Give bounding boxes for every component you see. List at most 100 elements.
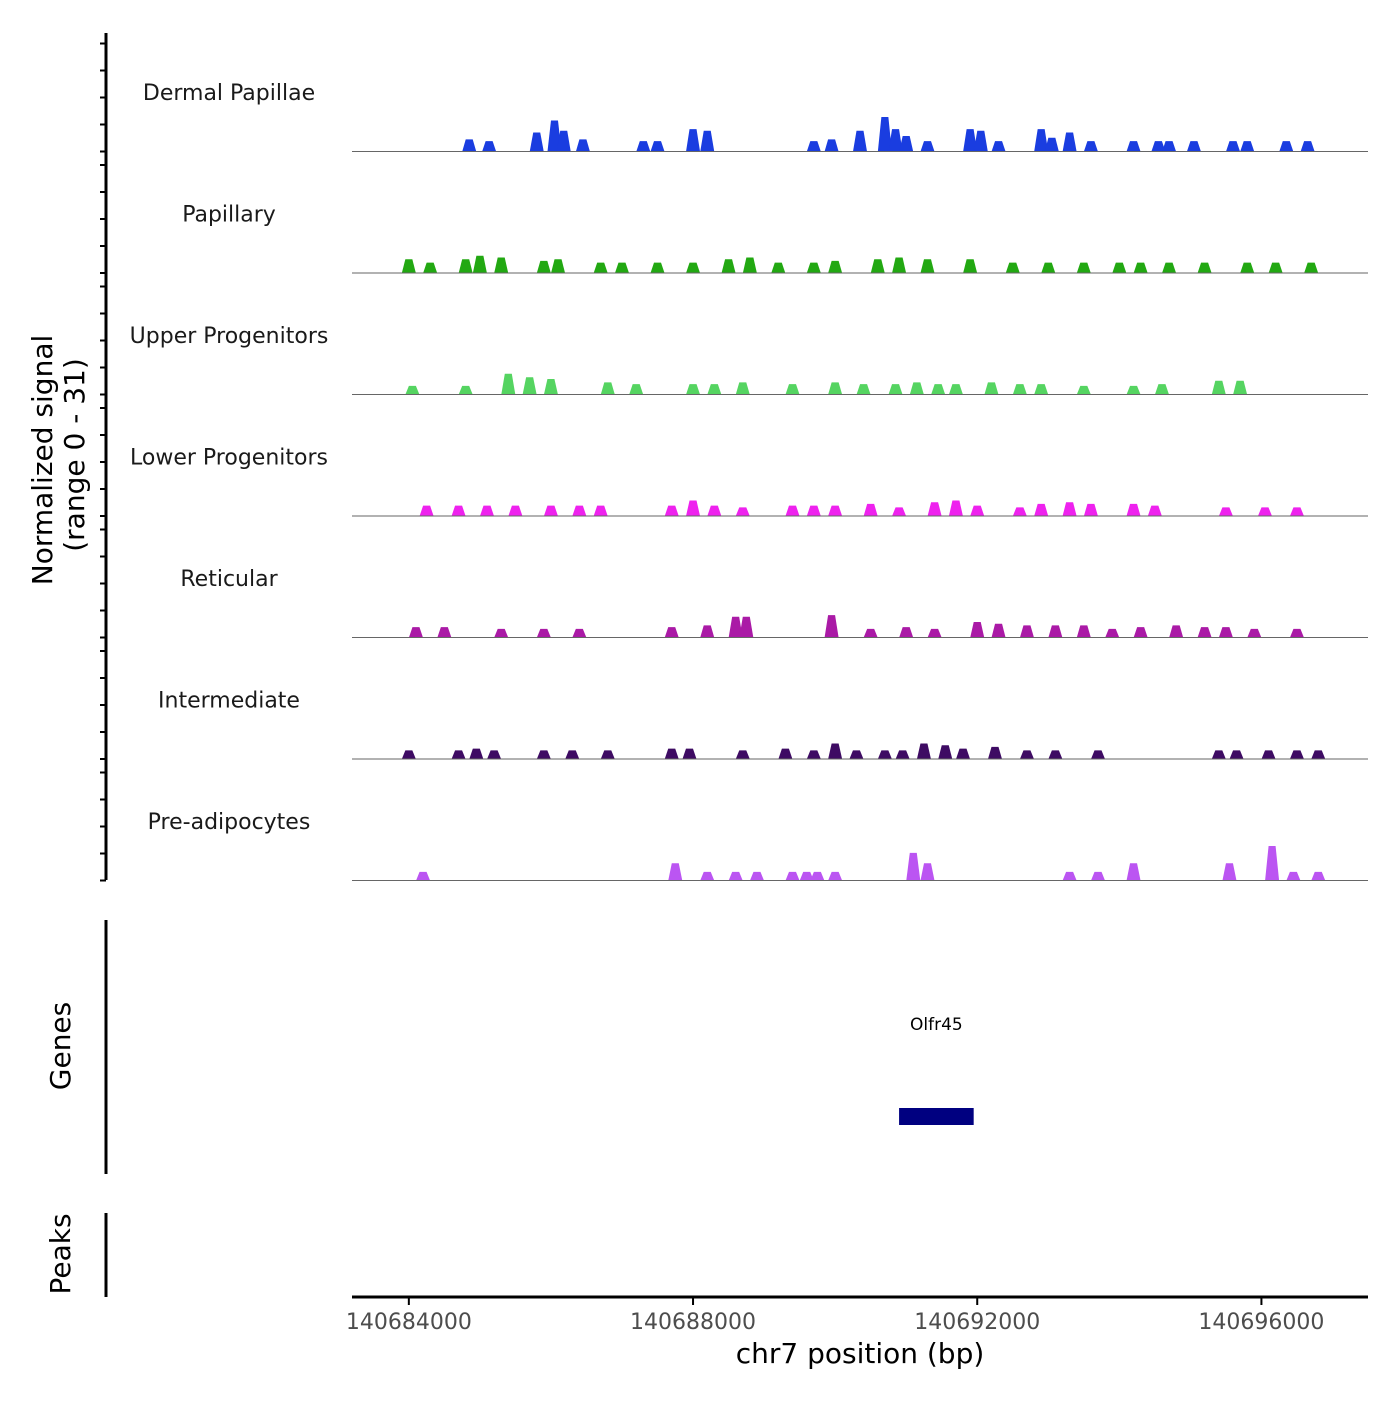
signal-peak <box>451 750 466 759</box>
signal-peak <box>895 750 910 759</box>
signal-peak <box>1019 625 1034 638</box>
signal-peak <box>419 505 434 516</box>
track-label: Pre-adipocytes <box>148 810 311 835</box>
signal-peak <box>828 260 843 273</box>
signal-peak <box>593 505 608 516</box>
track-label: Upper Progenitors <box>130 324 329 349</box>
signal-peak <box>806 505 821 516</box>
signal-peak <box>984 382 999 395</box>
signal-peak <box>828 505 843 516</box>
signal-peak <box>785 871 800 881</box>
track-label: Intermediate <box>158 689 300 714</box>
signal-peak <box>1154 384 1169 395</box>
signal-peak <box>593 262 608 273</box>
signal-peak <box>686 262 701 273</box>
signal-peak <box>664 748 679 759</box>
y-axis-title: Normalized signal (range 0 - 31) <box>26 335 91 586</box>
signal-peak <box>664 505 679 516</box>
signal-peak <box>927 502 942 516</box>
signal-peak <box>405 385 420 395</box>
signal-peak <box>536 260 551 273</box>
signal-peak <box>572 505 587 516</box>
signal-peak <box>828 743 843 759</box>
signal-peak <box>482 141 497 152</box>
signal-peak <box>1105 628 1120 638</box>
track-label: Lower Progenitors <box>130 446 328 471</box>
signal-peak <box>1304 262 1319 273</box>
signal-peak <box>810 871 825 881</box>
signal-peak <box>1169 625 1184 638</box>
signal-peak <box>920 259 935 273</box>
gene-body <box>899 1108 974 1125</box>
signal-peak <box>1062 502 1077 516</box>
track-upper-progenitors: Upper Progenitors <box>130 324 1368 395</box>
peaks-panel-label: Peaks <box>44 1213 77 1294</box>
signal-peak <box>948 500 963 516</box>
signal-peak <box>1289 507 1304 516</box>
signal-peak <box>472 255 487 273</box>
signal-peak <box>927 628 942 638</box>
signal-peak <box>650 262 665 273</box>
track-pre-adipocytes: Pre-adipocytes <box>148 810 1368 881</box>
gene-name: Olfr45 <box>910 1015 963 1035</box>
track-dermal-papillae: Dermal Papillae <box>143 81 1368 152</box>
signal-peak <box>572 628 587 638</box>
signal-peak <box>469 748 484 759</box>
signal-peak <box>1076 262 1091 273</box>
signal-peak <box>749 871 764 881</box>
signal-peak <box>1048 625 1063 638</box>
signal-peak <box>1091 871 1106 881</box>
signal-peak <box>1265 846 1280 881</box>
signal-peak <box>877 750 892 759</box>
signal-peak <box>877 117 892 152</box>
signal-peak <box>1034 503 1049 516</box>
signal-peak <box>1133 627 1148 638</box>
signal-peak <box>600 750 615 759</box>
signal-peak <box>543 378 558 395</box>
signal-peak <box>1034 129 1049 152</box>
signal-peak <box>863 503 878 516</box>
signal-peak <box>1083 141 1098 152</box>
signal-peak <box>686 500 701 516</box>
signal-peak <box>892 507 907 516</box>
signal-peak <box>629 384 644 395</box>
signal-peak <box>547 120 562 152</box>
signal-peak <box>1005 262 1020 273</box>
signal-peak <box>1076 385 1091 395</box>
coverage-y-axis <box>100 33 108 882</box>
signal-peak <box>1279 141 1294 152</box>
signal-peak <box>458 259 473 273</box>
genes-panel-label: Genes <box>44 1002 77 1090</box>
signal-peak <box>458 385 473 395</box>
signal-peak <box>508 505 523 516</box>
x-axis-label: chr7 position (bp) <box>736 1337 985 1370</box>
coverage-tracks: Dermal Papillae Papillary Upper Progenitor… <box>130 81 1368 881</box>
signal-peak <box>1126 385 1141 395</box>
signal-peak <box>536 628 551 638</box>
signal-peak <box>668 863 683 881</box>
signal-peak <box>1126 503 1141 516</box>
signal-peak <box>1034 384 1049 395</box>
signal-peak <box>828 382 843 395</box>
signal-peak <box>739 616 754 638</box>
signal-peak <box>1062 871 1077 881</box>
signal-peak <box>987 746 1002 759</box>
signal-peak <box>735 507 750 516</box>
signal-peak <box>856 384 871 395</box>
signal-peak <box>1041 262 1056 273</box>
signal-peak <box>824 615 839 638</box>
signal-peak <box>888 129 903 152</box>
signal-peak <box>1218 507 1233 516</box>
signal-peak <box>938 745 953 759</box>
signal-peak <box>1044 137 1059 152</box>
signal-peak <box>686 129 701 152</box>
signal-peak <box>778 748 793 759</box>
signal-peak <box>1012 384 1027 395</box>
x-tick-label: 140696000 <box>1198 1310 1324 1335</box>
signal-peak <box>721 259 736 273</box>
signal-peak <box>1247 628 1262 638</box>
signal-peak <box>806 750 821 759</box>
signal-peak <box>1268 262 1283 273</box>
signal-peak <box>1222 863 1237 881</box>
signal-peak <box>529 132 544 152</box>
